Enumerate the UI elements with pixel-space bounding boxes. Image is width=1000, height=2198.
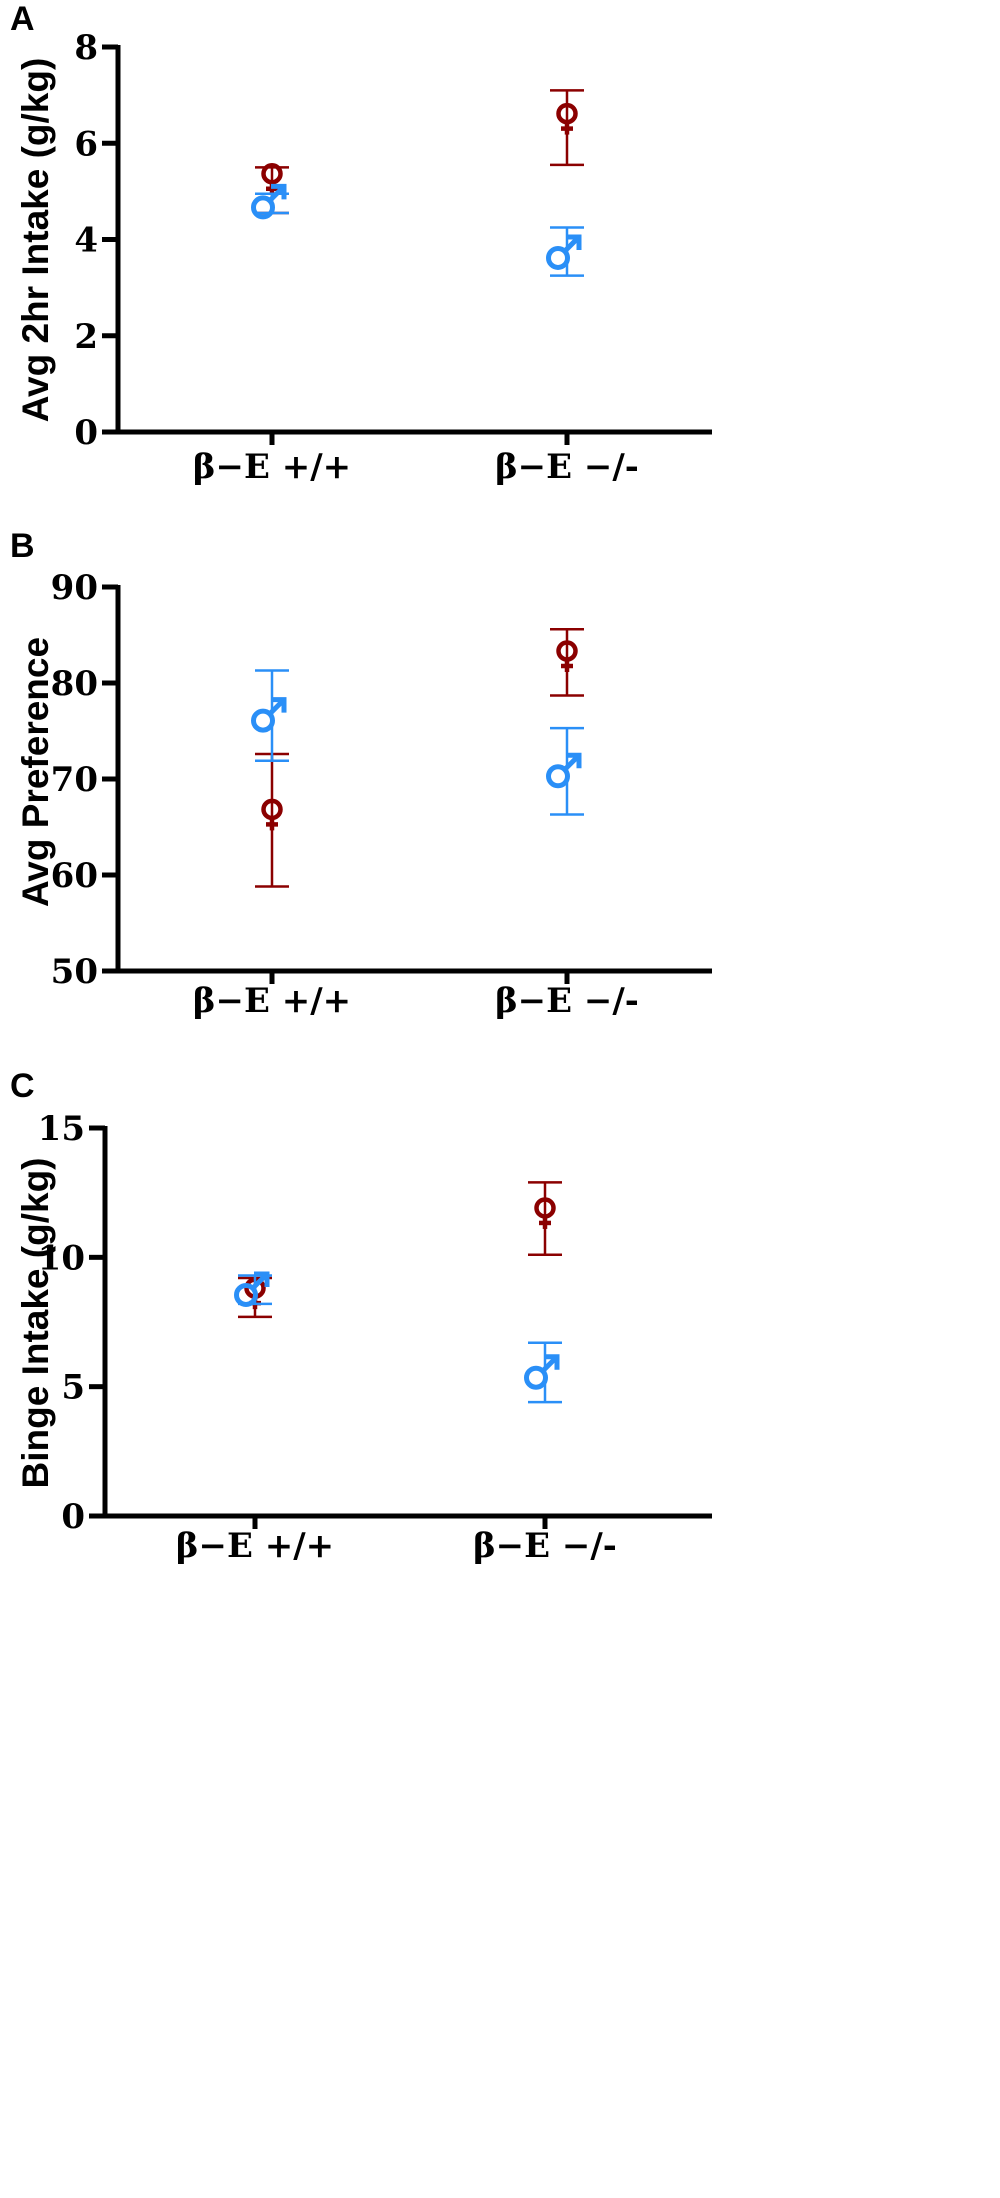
y-tick-label: 2: [74, 317, 98, 357]
y-tick-label: 60: [51, 856, 98, 896]
chart-panel-a: A Avg 2hr Intake (g/kg) 0 2 4 6 8 β−E +/+ β−E −/…: [10, 0, 712, 487]
y-tick-label: 0: [61, 1497, 85, 1537]
male-data-point: [234, 1271, 270, 1307]
y-tick-label: 6: [74, 124, 98, 164]
female-data-point: [556, 640, 578, 672]
male-data-point: [546, 752, 582, 789]
panel-letter: B: [10, 527, 35, 565]
x-tick-label: β−E −/-: [495, 447, 639, 487]
chart-panel-b: B Avg Preference 50 60 70 80 90 β−E +/+ β−E −/-: [10, 527, 712, 1021]
x-tick-label: β−E +/+: [193, 447, 351, 487]
male-data-point: [524, 1354, 560, 1390]
y-tick-label: 8: [74, 28, 98, 68]
male-symbol-arrow-shaft: [267, 699, 284, 716]
male-data-point: [546, 234, 582, 270]
y-tick-label: 90: [51, 568, 98, 608]
female-data-point: [556, 102, 578, 135]
panel-letter: A: [10, 0, 35, 38]
female-data-point: [534, 1197, 556, 1229]
y-axis-label: Avg 2hr Intake (g/kg): [15, 58, 56, 423]
male-symbol-arrow-head: [566, 752, 582, 769]
male-data-point: [251, 697, 287, 733]
y-tick-label: 50: [51, 952, 98, 992]
male-symbol-arrow-head: [566, 234, 582, 250]
male-symbol-ring: [524, 1365, 548, 1390]
y-tick-label: 15: [38, 1109, 85, 1149]
female-data-point: [261, 798, 283, 831]
male-symbol-arrow-head: [271, 697, 287, 713]
y-tick-label: 80: [51, 664, 98, 704]
male-symbol-ring: [251, 195, 275, 220]
male-symbol-ring: [234, 1282, 258, 1307]
male-data-point: [251, 183, 287, 220]
y-tick-label: 70: [51, 760, 98, 800]
male-symbol-ring: [251, 708, 275, 733]
x-tick-label: β−E +/+: [176, 1526, 334, 1566]
x-tick-label: β−E +/+: [193, 981, 351, 1021]
panel-letter: C: [10, 1067, 35, 1105]
y-axis-label: Binge Intake (g/kg): [15, 1158, 56, 1489]
x-tick-label: β−E −/-: [495, 981, 639, 1021]
male-symbol-arrow-shaft: [562, 237, 579, 254]
y-tick-label: 5: [61, 1368, 85, 1408]
y-tick-label: 4: [74, 221, 98, 261]
male-symbol-ring: [546, 245, 570, 270]
male-symbol-arrow-head: [544, 1354, 560, 1370]
male-symbol-arrow-shaft: [267, 186, 284, 203]
male-symbol-arrow-shaft: [250, 1274, 267, 1291]
male-symbol-arrow-head: [271, 183, 287, 200]
y-tick-label: 10: [38, 1238, 85, 1278]
x-tick-label: β−E −/-: [473, 1526, 617, 1566]
male-symbol-arrow-shaft: [540, 1356, 557, 1374]
male-symbol-arrow-shaft: [562, 755, 579, 772]
chart-panel-c: C Binge Intake (g/kg)0 5 10 15 β−E +/+ β−E −/-: [10, 1067, 712, 1566]
male-symbol-arrow-head: [254, 1271, 270, 1287]
y-tick-label: 0: [74, 413, 98, 453]
male-symbol-ring: [546, 764, 570, 789]
y-axis-label: Avg Preference: [15, 637, 56, 907]
